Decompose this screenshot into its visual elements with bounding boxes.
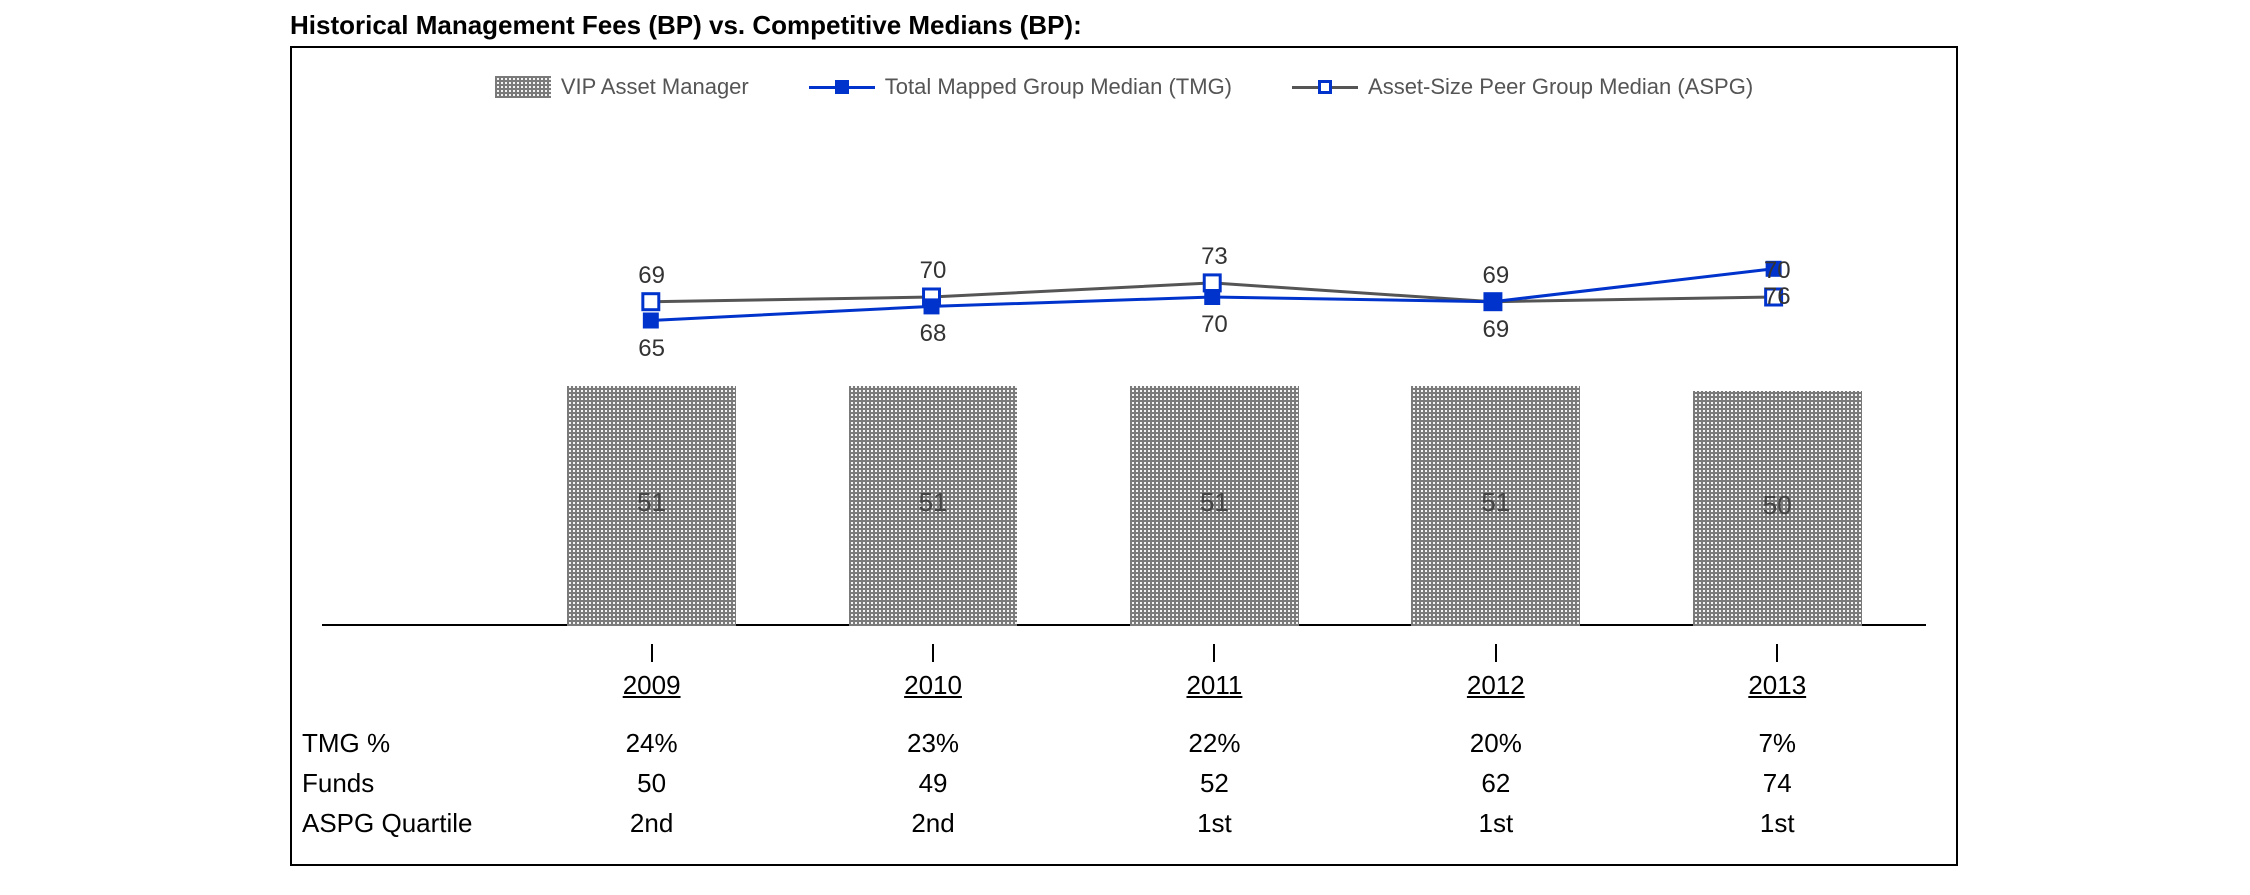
bar: 51 — [1130, 386, 1299, 626]
axis-tick — [1213, 644, 1215, 662]
legend: VIP Asset Manager Total Mapped Group Med… — [292, 74, 1956, 100]
data-cell: 2nd — [630, 808, 673, 839]
line-layer — [322, 156, 1926, 626]
aspg-value-label: 70 — [1764, 257, 1791, 285]
data-cell: 50 — [637, 768, 666, 799]
tmg-swatch-icon — [809, 76, 875, 98]
data-cell: 49 — [919, 768, 948, 799]
bar-value-label: 51 — [1411, 487, 1580, 518]
year-label: 2009 — [623, 670, 681, 701]
tmg-value-label: 70 — [1201, 311, 1228, 339]
bar-value-label: 51 — [567, 487, 736, 518]
baseline — [322, 624, 1926, 626]
aspg-value-label: 69 — [1482, 262, 1509, 290]
bar: 51 — [1411, 386, 1580, 626]
data-cell: 62 — [1481, 768, 1510, 799]
bar-value-label: 51 — [849, 487, 1018, 518]
legend-item-bar: VIP Asset Manager — [495, 74, 749, 100]
legend-item-aspg: Asset-Size Peer Group Median (ASPG) — [1292, 74, 1753, 100]
aspg-value-label: 69 — [638, 262, 665, 290]
data-row-label: ASPG Quartile — [302, 808, 473, 839]
data-cell: 20% — [1470, 728, 1522, 759]
legend-label-aspg: Asset-Size Peer Group Median (ASPG) — [1368, 74, 1753, 100]
year-label: 2010 — [904, 670, 962, 701]
bar: 51 — [849, 386, 1018, 626]
data-cell: 2nd — [911, 808, 954, 839]
data-cell: 24% — [626, 728, 678, 759]
legend-label-bar: VIP Asset Manager — [561, 74, 749, 100]
tmg-value-label: 68 — [920, 320, 947, 348]
legend-item-tmg: Total Mapped Group Median (TMG) — [809, 74, 1232, 100]
data-cell: 1st — [1197, 808, 1232, 839]
axis-tick — [1495, 644, 1497, 662]
data-row-label: Funds — [302, 768, 374, 799]
data-cell: 7% — [1758, 728, 1796, 759]
data-cell: 1st — [1478, 808, 1513, 839]
axis-tick — [1776, 644, 1778, 662]
chart-title: Historical Management Fees (BP) vs. Comp… — [290, 10, 1082, 41]
plot-area: 51 51 51 51 50 69 70 73 69 70 65 68 70 69 76 — [322, 156, 1926, 626]
aspg-swatch-icon — [1292, 76, 1358, 98]
year-label: 2011 — [1186, 670, 1242, 701]
bar: 50 — [1693, 391, 1862, 626]
data-cell: 74 — [1763, 768, 1792, 799]
tmg-value-label: 65 — [638, 335, 665, 363]
hatch-swatch-icon — [495, 76, 551, 98]
bar-value-label: 51 — [1130, 487, 1299, 518]
data-cell: 52 — [1200, 768, 1229, 799]
data-cell: 23% — [907, 728, 959, 759]
page: Historical Management Fees (BP) vs. Comp… — [0, 0, 2250, 895]
bar-value-label: 50 — [1693, 490, 1862, 521]
data-cell: 1st — [1760, 808, 1795, 839]
data-row-label: TMG % — [302, 728, 390, 759]
bar: 51 — [567, 386, 736, 626]
aspg-value-label: 73 — [1201, 243, 1228, 271]
aspg-value-label: 70 — [920, 257, 947, 285]
axis-tick — [651, 644, 653, 662]
tmg-value-label: 76 — [1764, 283, 1791, 311]
year-label: 2012 — [1467, 670, 1525, 701]
chart-frame: VIP Asset Manager Total Mapped Group Med… — [290, 46, 1958, 866]
data-cell: 22% — [1188, 728, 1240, 759]
year-label: 2013 — [1748, 670, 1806, 701]
tmg-value-label: 69 — [1482, 316, 1509, 344]
axis-tick — [932, 644, 934, 662]
legend-label-tmg: Total Mapped Group Median (TMG) — [885, 74, 1232, 100]
